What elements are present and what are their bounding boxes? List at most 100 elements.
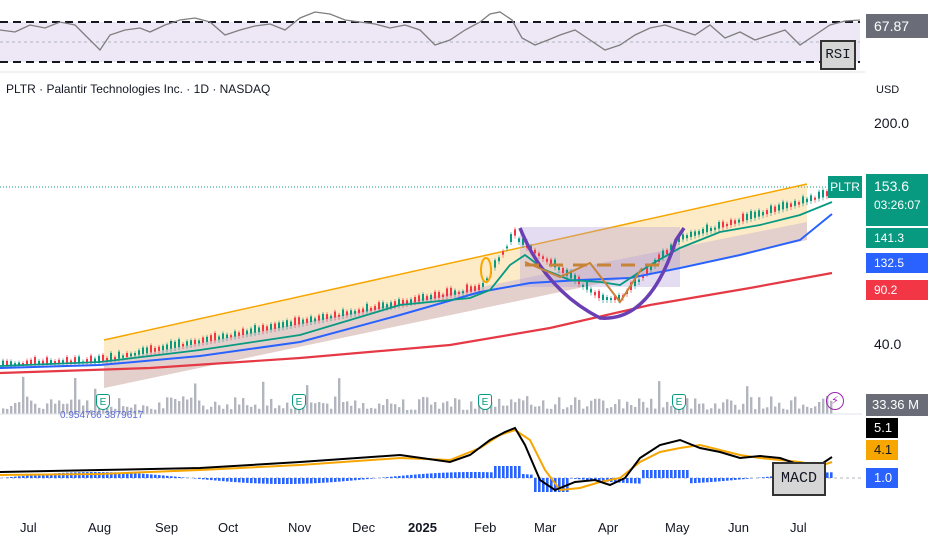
candle-body bbox=[666, 249, 668, 254]
macd-histogram-bar bbox=[10, 477, 13, 478]
candle-body bbox=[462, 291, 464, 294]
volume-bar bbox=[286, 402, 289, 414]
volume-bar bbox=[346, 401, 349, 414]
symbol-header[interactable]: PLTR · Palantir Technologies Inc. · 1D ·… bbox=[6, 82, 271, 96]
macd-histogram-bar bbox=[446, 472, 449, 478]
macd-histogram-bar bbox=[402, 475, 405, 478]
macd-histogram-bar bbox=[278, 478, 281, 484]
volume-bar bbox=[314, 403, 317, 414]
candle-body bbox=[246, 330, 248, 335]
volume-bar bbox=[110, 406, 113, 414]
candle-body bbox=[346, 311, 348, 316]
current-price-tag: 153.6 03:26:07 bbox=[866, 174, 928, 226]
macd-histogram-bar bbox=[746, 478, 749, 479]
volume-bar bbox=[374, 408, 377, 414]
candle-body bbox=[734, 220, 736, 224]
volume-bar bbox=[758, 397, 761, 414]
volume-bar bbox=[170, 397, 173, 414]
macd-histogram-bar bbox=[394, 476, 397, 478]
macd-histogram-bar bbox=[146, 474, 149, 478]
candle-body bbox=[426, 295, 428, 301]
volume-bar bbox=[794, 396, 797, 414]
macd-histogram-bar bbox=[530, 474, 533, 478]
volume-bar bbox=[214, 401, 217, 414]
volume-bar bbox=[138, 409, 141, 414]
volume-bar bbox=[806, 406, 809, 414]
candle-body bbox=[326, 314, 328, 320]
lightning-icon[interactable]: ⚡ bbox=[826, 392, 844, 410]
volume-bar bbox=[506, 405, 509, 414]
candle-body bbox=[714, 227, 716, 230]
candle-body bbox=[494, 260, 496, 268]
candle-body bbox=[106, 357, 108, 361]
volume-bar bbox=[782, 408, 785, 414]
rsi-annotation-box[interactable]: RSI bbox=[820, 40, 856, 70]
candle-body bbox=[558, 267, 560, 271]
volume-bar bbox=[766, 407, 769, 414]
macd-histogram-bar bbox=[14, 476, 17, 478]
volume-bar bbox=[690, 408, 693, 414]
rsi-pane bbox=[0, 11, 861, 63]
volume-bar bbox=[386, 399, 389, 414]
volume-bar bbox=[710, 408, 713, 414]
macd-histogram-bar bbox=[526, 474, 529, 478]
earnings-marker[interactable]: E bbox=[292, 394, 306, 410]
macd-annotation-box[interactable]: MACD bbox=[772, 462, 826, 496]
macd-histogram-bar bbox=[470, 472, 473, 478]
macd-histogram-bar bbox=[706, 478, 709, 483]
candle-body bbox=[650, 265, 652, 270]
candle-body bbox=[66, 356, 68, 365]
volume-bar bbox=[154, 409, 157, 414]
macd-histogram-bar bbox=[306, 478, 309, 484]
earnings-marker[interactable]: E bbox=[478, 394, 492, 410]
macd-histogram-bar bbox=[634, 478, 637, 484]
earnings-marker[interactable]: E bbox=[672, 394, 686, 410]
macd-histogram-bar bbox=[366, 478, 369, 480]
volume-bar bbox=[666, 401, 669, 414]
macd-histogram-bar bbox=[722, 478, 725, 482]
macd-histogram-bar bbox=[318, 478, 321, 483]
currency-label[interactable]: USD bbox=[876, 84, 900, 96]
candle-body bbox=[70, 360, 72, 364]
candle-body bbox=[186, 341, 188, 346]
candle-body bbox=[474, 286, 476, 291]
volume-bar bbox=[50, 399, 53, 414]
macd-signal-line bbox=[0, 428, 833, 492]
macd-histogram-bar bbox=[230, 478, 233, 482]
volume-bar bbox=[722, 402, 725, 414]
macd-histogram-bar bbox=[766, 476, 769, 478]
volume-bar bbox=[706, 409, 709, 414]
candle-body bbox=[542, 256, 544, 259]
time-axis-label: Oct bbox=[218, 520, 239, 535]
breakout-ellipse bbox=[480, 257, 492, 283]
volume-bar bbox=[258, 408, 261, 414]
volume-bar bbox=[238, 404, 241, 414]
macd-histogram-bar bbox=[338, 478, 341, 482]
macd-histogram-bar bbox=[418, 474, 421, 478]
candle-body bbox=[166, 344, 168, 350]
volume-bar bbox=[274, 408, 277, 414]
volume-bar bbox=[46, 403, 49, 414]
macd-histogram-bar bbox=[582, 478, 585, 480]
candle-body bbox=[342, 309, 344, 317]
volume-bar bbox=[514, 402, 517, 414]
volume-bar bbox=[574, 397, 577, 414]
volume-bar bbox=[586, 406, 589, 414]
channel-upper-line bbox=[103, 183, 808, 341]
candle-body bbox=[678, 235, 680, 242]
volume-bar bbox=[158, 402, 161, 414]
volume-bar bbox=[726, 399, 729, 414]
macd-histogram-bar bbox=[514, 466, 517, 478]
macd-histogram-bar bbox=[206, 478, 209, 480]
macd-histogram-bar bbox=[314, 478, 317, 484]
earnings-marker[interactable]: E bbox=[96, 394, 110, 410]
volume-bar bbox=[114, 408, 117, 414]
candle-body bbox=[318, 315, 320, 321]
macd-histogram-bar bbox=[46, 473, 49, 478]
volume-bar bbox=[150, 408, 153, 414]
volume-bar bbox=[290, 408, 293, 414]
candle-body bbox=[282, 322, 284, 328]
macd-histogram-bar bbox=[42, 474, 45, 478]
macd-histogram-bar bbox=[678, 470, 681, 478]
